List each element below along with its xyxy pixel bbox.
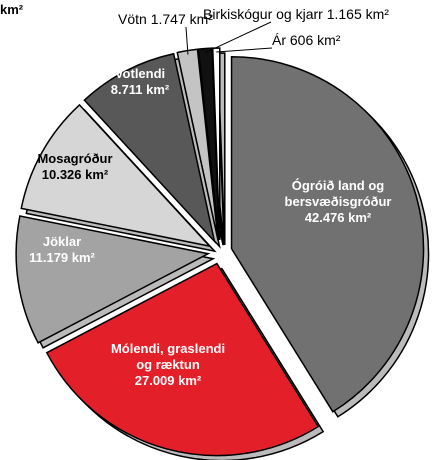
leader-line bbox=[216, 47, 273, 53]
category-name: Ár bbox=[272, 32, 286, 48]
slice bbox=[20, 103, 212, 248]
slice bbox=[230, 55, 425, 413]
value-label: 42.476 km² bbox=[305, 210, 372, 225]
slice-label: Mólendi, graslendi og ræktun bbox=[111, 341, 225, 372]
slice-label: Jöklar bbox=[43, 234, 81, 249]
value-label: 606 km² bbox=[290, 32, 341, 48]
value-label: 1.165 km² bbox=[327, 6, 390, 22]
leader-line bbox=[205, 21, 272, 53]
leader-line bbox=[185, 26, 189, 55]
value-label: 11.179 km² bbox=[29, 250, 95, 265]
category-name: Vötn bbox=[118, 11, 147, 27]
value-label: 1.747 km² bbox=[151, 11, 214, 27]
chart-title: km² bbox=[0, 2, 24, 17]
slice-label: Vötn 1.747 km² bbox=[118, 11, 213, 27]
value-label: 27.009 km² bbox=[135, 373, 202, 388]
slice-label: Votlendi bbox=[115, 66, 165, 81]
slice bbox=[83, 52, 216, 244]
slice-label: Birkiskógur og kjarr 1.165 km² bbox=[203, 6, 389, 22]
slice bbox=[45, 262, 320, 457]
slice-label: Mosagróður bbox=[37, 151, 112, 166]
slice bbox=[15, 215, 211, 344]
slice-label: Ár 606 km² bbox=[272, 32, 341, 48]
slice-label: Ógróið land og bersvæðisgróður bbox=[285, 178, 392, 209]
value-label: 8.711 km² bbox=[111, 82, 170, 97]
value-label: 10.326 km² bbox=[42, 167, 109, 182]
category-name: Birkiskógur og kjarr bbox=[203, 6, 323, 22]
